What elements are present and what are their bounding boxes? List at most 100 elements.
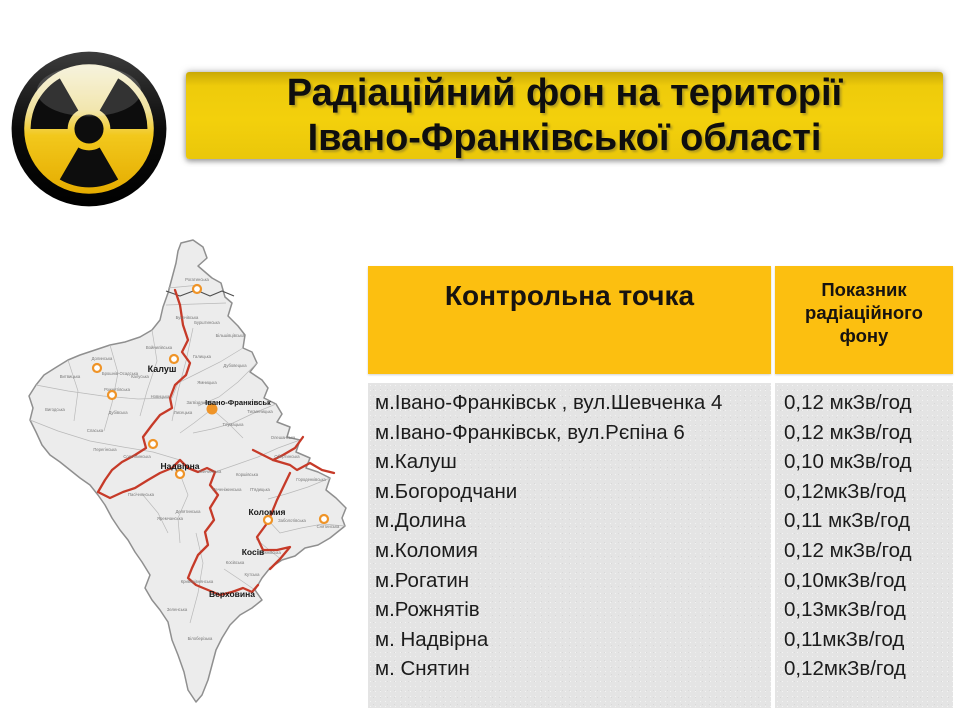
- table-row: м.Калуш 0,10 мкЗв/год: [368, 447, 953, 477]
- radiation-icon: [10, 50, 168, 208]
- table-row: м.Рожнятів 0,13мкЗв/год: [368, 595, 953, 625]
- control-point-cell: м. Снятин: [368, 654, 771, 684]
- table-row-spacer: [368, 683, 953, 708]
- city-marker-icon: [262, 514, 274, 526]
- map-district-label: Брошнів-Осадська: [102, 371, 139, 376]
- control-point-cell: м. Надвірна: [368, 624, 771, 655]
- city-marker-icon: [174, 468, 186, 480]
- radiation-trefoil-icon: [11, 51, 167, 207]
- radiation-value-cell: 0,11мкЗв/год: [775, 624, 953, 655]
- map-district-label: Білоберізька: [188, 636, 213, 641]
- control-point-cell: м.Калуш: [368, 447, 771, 477]
- map-district-label: Перегінська: [93, 447, 117, 452]
- radiation-value-cell: 0,11 мкЗв/год: [775, 506, 953, 536]
- map-district-label: Ямницька: [197, 380, 217, 385]
- table-body: м.Івано-Франківськ , вул.Шевченка 4 0,12 …: [368, 383, 953, 708]
- table-row: м.Івано-Франківськ , вул.Шевченка 4 0,12 …: [368, 383, 953, 418]
- map-district-label: Ланчинська: [199, 469, 222, 474]
- map-district-label: Косівська: [226, 560, 245, 565]
- map-district-label: Обертинська: [274, 454, 300, 459]
- control-point-cell: м.Івано-Франківськ , вул.Шевченка 4: [368, 383, 771, 418]
- table-row: м. Надвірна 0,11мкЗв/год: [368, 624, 953, 655]
- radiation-value-cell: 0,10мкЗв/год: [775, 565, 953, 596]
- map-district-label: Рожнівська: [259, 550, 281, 555]
- city-marker-icon: [168, 353, 180, 365]
- map-district-label: Зеленська: [167, 607, 188, 612]
- map-district-label: Витвицька: [60, 374, 81, 379]
- city-labels: Калуш Івано-Франківськ Надвірна Коломия Косі…: [148, 364, 286, 599]
- map-district-label: Снятинська: [317, 524, 340, 529]
- radiation-value-cell: [775, 683, 953, 708]
- radiation-value-cell: 0,10 мкЗв/год: [775, 447, 953, 477]
- map-district-label: Рогатинська: [185, 277, 209, 282]
- map-district-label: Більшівцівська: [216, 333, 246, 338]
- map-district-label: Дубовецька: [223, 363, 247, 368]
- map-city-label: Коломия: [248, 507, 285, 517]
- map-district-label: Тлумацька: [223, 422, 245, 427]
- map-district-label: Лисецька: [174, 410, 193, 415]
- city-marker-icon: [106, 389, 118, 401]
- map-district-label: Тисменицька: [247, 409, 273, 414]
- map-district-label: Городенківська: [296, 477, 326, 482]
- control-point-cell: [368, 683, 771, 708]
- map-district-label: Вигодська: [45, 407, 65, 412]
- map-district-label: П'ядицька: [250, 487, 270, 492]
- control-point-cell: м.Долина: [368, 506, 771, 536]
- map-district-label: Войнилівська: [146, 345, 173, 350]
- control-point-cell: м.Богородчани: [368, 476, 771, 507]
- map-district-label: Пасічнянська: [128, 492, 155, 497]
- table-header: Контрольна точка Показник радіаційного ф…: [368, 266, 953, 374]
- radiation-value-cell: 0,12 мкЗв/год: [775, 383, 953, 418]
- city-markers: [91, 283, 330, 526]
- river-line-ne-join: [271, 435, 305, 462]
- oblast-map: Рогатинська Букачівська Бурштинська Більшів…: [28, 233, 360, 711]
- table-row: м.Коломия 0,12 мкЗв/год: [368, 535, 953, 566]
- map-district-label: Делятинська: [176, 509, 202, 514]
- map-district-label: Спаська: [87, 428, 104, 433]
- table-row: м.Івано-Франківськ, вул.Рєпіна 6 0,12 мкЗ…: [368, 417, 953, 448]
- map-city-label: Івано-Франківськ: [205, 398, 271, 407]
- map-district-label: Печеніжинська: [213, 487, 243, 492]
- river-line-west: [96, 288, 217, 500]
- radiation-value-cell: 0,12мкЗв/год: [775, 476, 953, 507]
- map-district-label: Рожнятівська: [104, 387, 130, 392]
- map-district-label: Олешанська: [271, 435, 296, 440]
- district-borders: [29, 284, 346, 624]
- title-line-1: Радіаційний фон на території: [286, 71, 843, 114]
- control-point-cell: м.Івано-Франківськ, вул.Рєпіна 6: [368, 417, 771, 448]
- table-row: м. Снятин 0,12мкЗв/год: [368, 654, 953, 684]
- map-district-label: Криворівнянська: [181, 579, 214, 584]
- map-city-label: Надвірна: [161, 461, 200, 471]
- radiation-value-cell: 0,13мкЗв/год: [775, 595, 953, 625]
- city-marker-icon: [206, 403, 218, 415]
- city-marker-icon: [91, 362, 103, 374]
- radiation-value-cell: 0,12 мкЗв/год: [775, 417, 953, 448]
- map-district-label: Галицька: [193, 354, 212, 359]
- column-header-control-point: Контрольна точка: [368, 266, 771, 374]
- map-district-label: Кутська: [245, 572, 261, 577]
- control-point-cell: м.Рожнятів: [368, 595, 771, 625]
- control-point-cell: м.Рогатин: [368, 565, 771, 596]
- map-city-label: Косів: [242, 547, 265, 557]
- control-point-cell: м.Коломия: [368, 535, 771, 566]
- river-line-south: [186, 470, 260, 597]
- city-marker-icon: [191, 283, 203, 295]
- map-district-label: Заболотівська: [278, 518, 306, 523]
- title-line-2: Івано-Франківської області: [307, 116, 822, 159]
- map-district-label: Долинська: [92, 356, 113, 361]
- map-district-label: Калуська: [131, 374, 149, 379]
- map-city-label: Калуш: [148, 364, 177, 374]
- map-district-label: Коршівська: [236, 472, 259, 477]
- table-row: м.Рогатин 0,10мкЗв/год: [368, 565, 953, 596]
- map-district-label: Дубівська: [108, 410, 128, 415]
- title-banner: Радіаційний фон на території Івано-Франк…: [186, 72, 943, 159]
- radiation-table: Контрольна точка Показник радіаційного ф…: [368, 266, 953, 708]
- map-district-label: Солотвинська: [123, 454, 151, 459]
- radiation-value-cell: 0,12 мкЗв/год: [775, 535, 953, 566]
- city-marker-icon: [318, 513, 330, 525]
- column-header-radiation-indicator: Показник радіаційного фону: [775, 266, 953, 374]
- map-district-label: Загвіздянська: [187, 400, 215, 405]
- map-district-label: Яремчанська: [157, 516, 184, 521]
